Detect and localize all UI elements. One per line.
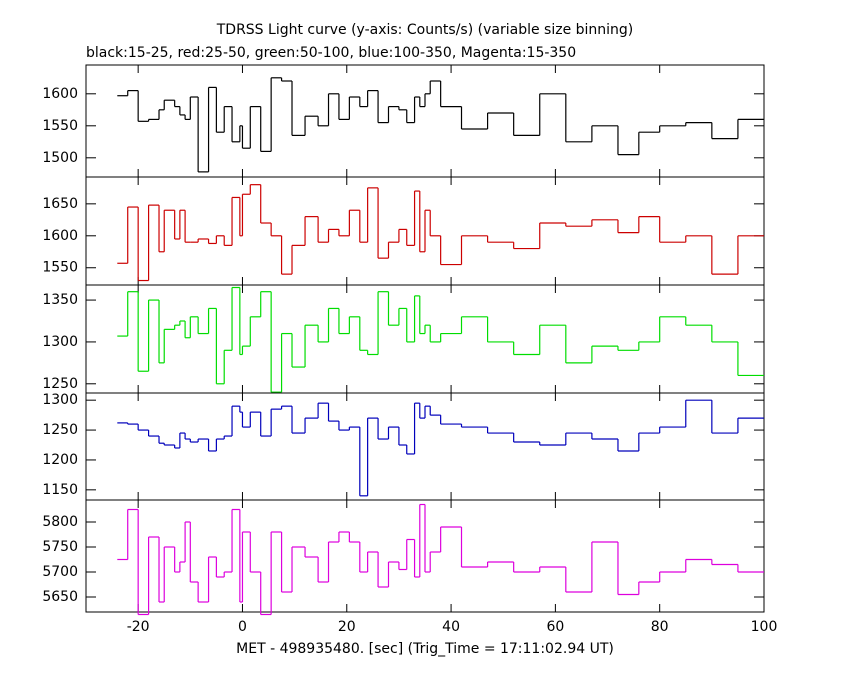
y-tick-label: 1300 — [42, 334, 78, 350]
x-tick-label: 60 — [546, 619, 564, 635]
y-tick-label: 1250 — [42, 376, 78, 392]
y-tick-label: 5800 — [42, 514, 78, 530]
x-tick-label: 80 — [651, 619, 669, 635]
x-tick-label: 100 — [751, 619, 778, 635]
x-tick-label: 0 — [238, 619, 247, 635]
y-tick-label: 1300 — [42, 392, 78, 408]
y-tick-label: 1600 — [42, 228, 78, 244]
y-tick-label: 1500 — [42, 150, 78, 166]
y-tick-label: 1550 — [42, 260, 78, 276]
y-tick-label: 5750 — [42, 539, 78, 555]
x-axis-label: MET - 498935480. [sec] (Trig_Time = 17:1… — [236, 641, 614, 657]
x-tick-label: -20 — [127, 619, 150, 635]
y-tick-label: 5700 — [42, 564, 78, 580]
chart-subtitle: black:15-25, red:25-50, green:50-100, bl… — [86, 45, 576, 61]
y-tick-label: 5650 — [42, 589, 78, 605]
y-tick-label: 1350 — [42, 292, 78, 308]
y-tick-label: 1600 — [42, 86, 78, 102]
y-tick-label: 1200 — [42, 452, 78, 468]
y-tick-label: 1250 — [42, 422, 78, 438]
y-tick-label: 1150 — [42, 482, 78, 498]
chart-title: TDRSS Light curve (y-axis: Counts/s) (va… — [216, 22, 634, 38]
x-tick-label: 40 — [442, 619, 460, 635]
y-tick-label: 1550 — [42, 118, 78, 134]
y-tick-label: 1650 — [42, 196, 78, 212]
x-tick-label: 20 — [338, 619, 356, 635]
panel-frame — [85, 499, 765, 613]
